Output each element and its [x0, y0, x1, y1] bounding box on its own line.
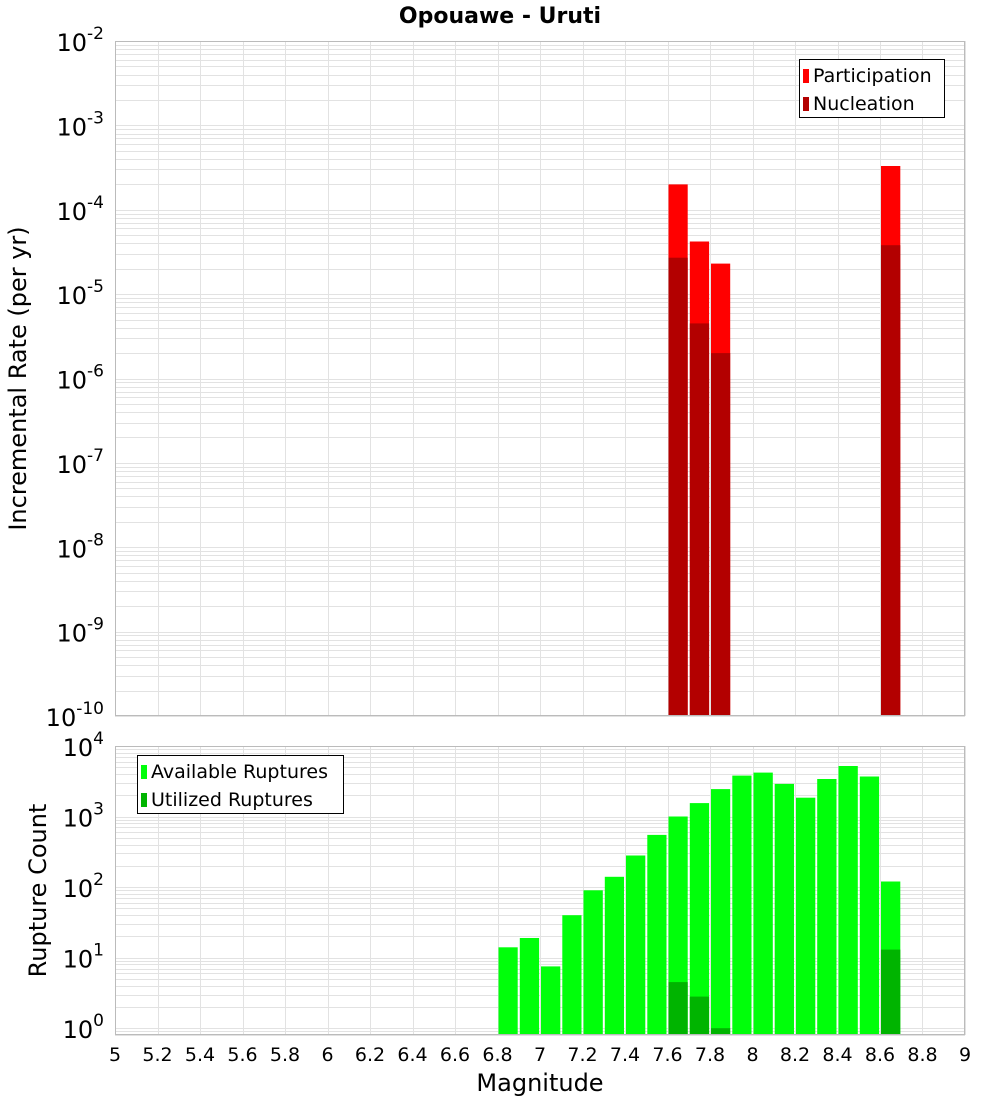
bar-available-ruptures [774, 783, 794, 1035]
bar-available-ruptures [817, 779, 837, 1035]
bar-nucleation [881, 245, 901, 716]
x-tick-label: 8.6 [865, 1044, 895, 1066]
bar-nucleation [711, 353, 731, 716]
series-nucleation [668, 245, 901, 716]
bar-available-ruptures [838, 766, 858, 1035]
bar-utilized-ruptures [881, 949, 901, 1035]
bar-utilized-ruptures [711, 1028, 731, 1035]
legend-swatch [803, 97, 809, 111]
y-tick-label: 10-7 [57, 446, 105, 479]
legend: Available Ruptures Utilized Ruptures [137, 755, 344, 814]
x-tick-label: 6.6 [440, 1044, 470, 1066]
y-tick-label: 10-4 [57, 193, 105, 226]
bar-available-ruptures [604, 876, 624, 1035]
x-tick-label: 9 [959, 1044, 971, 1066]
x-tick-label: 6 [321, 1044, 333, 1066]
x-tick-label: 8.4 [822, 1044, 852, 1066]
legend-box [137, 755, 344, 814]
panel-bottom: 100 101 102 103 104 Rupture Count 5 5.2 5.4 5.6 5.… [24, 729, 971, 1097]
bar-available-ruptures [519, 938, 540, 1035]
x-tick-label: 6.8 [482, 1044, 512, 1066]
chart-title: Opouawe - Uruti [399, 4, 601, 29]
gridlines [115, 41, 966, 717]
x-tick-label: 5.8 [270, 1044, 300, 1066]
legend-swatch [141, 765, 147, 779]
bar-available-ruptures [711, 789, 731, 1035]
bar-available-ruptures [498, 947, 518, 1035]
x-tick-label: 7.4 [610, 1044, 640, 1066]
series-available-ruptures [498, 766, 901, 1035]
bar-available-ruptures [732, 775, 752, 1035]
bar-available-ruptures [796, 797, 816, 1035]
bar-available-ruptures [647, 834, 667, 1035]
bar-available-ruptures [859, 776, 880, 1035]
y-tick-label: 10-2 [57, 24, 105, 57]
y-tick-label: 10-5 [57, 277, 105, 310]
x-tick-label: 7.8 [695, 1044, 725, 1066]
bar-utilized-ruptures [668, 982, 688, 1035]
bar-nucleation [689, 323, 710, 716]
x-tick-label: 6.2 [355, 1044, 385, 1066]
bar-available-ruptures [668, 816, 688, 1035]
bar-utilized-ruptures [689, 996, 710, 1035]
legend-label: Nucleation [813, 93, 915, 115]
plot-frame [115, 41, 965, 716]
legend-swatch [803, 69, 809, 83]
x-axis-label: Magnitude [476, 1069, 603, 1097]
legend-label: Utilized Ruptures [151, 789, 313, 811]
bar-available-ruptures [562, 915, 582, 1035]
y-tick-label: 10-10 [46, 699, 104, 732]
x-tick-label: 7 [534, 1044, 546, 1066]
x-tick-label: 6.4 [397, 1044, 427, 1066]
x-tick-label: 5.6 [227, 1044, 257, 1066]
bar-available-ruptures [583, 890, 603, 1035]
legend-label: Participation [813, 65, 932, 87]
x-tick-label: 8.8 [907, 1044, 937, 1066]
y-tick-label: 102 [63, 870, 104, 903]
x-tick-label: 5.4 [185, 1044, 215, 1066]
bar-available-ruptures [689, 803, 710, 1035]
x-tick-label: 5 [109, 1044, 121, 1066]
bar-available-ruptures [541, 966, 561, 1035]
legend-label: Available Ruptures [151, 761, 328, 783]
x-tick-label: 8 [746, 1044, 758, 1066]
y-tick-label: 10-9 [57, 615, 105, 648]
x-tick-label: 8.2 [780, 1044, 810, 1066]
y-axis-label: Incremental Rate (per yr) [4, 226, 32, 530]
bar-available-ruptures [753, 772, 773, 1035]
y-tick-label: 10-3 [57, 108, 105, 141]
plot-frame [115, 746, 965, 1035]
legend: Participation Nucleation [799, 59, 945, 118]
y-tick-label: 103 [63, 800, 104, 833]
series-utilized-ruptures [668, 949, 901, 1035]
y-tick-label: 10-6 [57, 362, 105, 395]
x-tick-label: 7.2 [567, 1044, 597, 1066]
legend-swatch [141, 793, 147, 807]
y-tick-label: 104 [63, 729, 104, 762]
legend-box [799, 59, 945, 118]
panel-top: 10-10 10-9 10-8 10-7 10-6 10-5 10-4 10-3 10-2 Inc… [4, 24, 966, 732]
x-tick-label: 7.6 [652, 1044, 682, 1066]
bar-available-ruptures [626, 855, 646, 1035]
bar-nucleation [668, 257, 688, 716]
y-axis-label: Rupture Count [24, 804, 52, 978]
y-tick-label: 10-8 [57, 530, 105, 563]
y-tick-label: 101 [63, 941, 104, 974]
y-tick-label: 100 [63, 1011, 104, 1044]
x-tick-label: 5.2 [142, 1044, 172, 1066]
